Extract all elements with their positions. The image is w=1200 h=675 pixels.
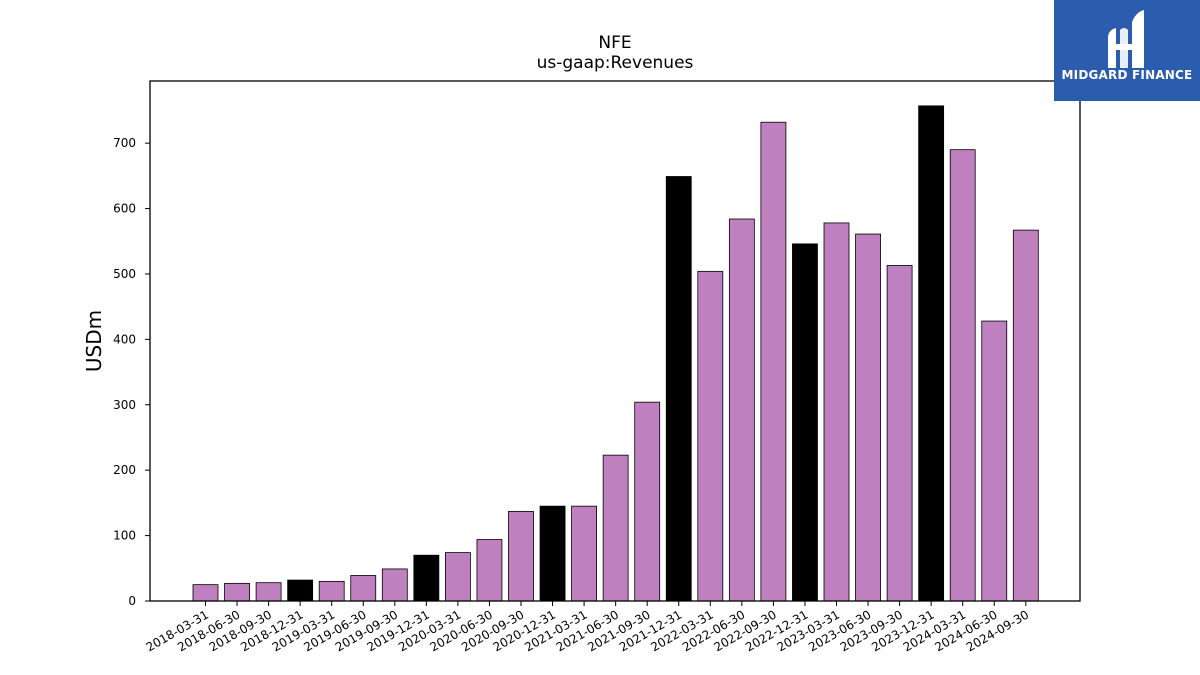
chart-title: NFE	[598, 33, 631, 53]
bar-2021-12-31	[665, 176, 692, 602]
y-tick-label: 700	[113, 136, 136, 150]
y-tick-label: 300	[113, 398, 136, 412]
bar-2019-03-31	[318, 580, 345, 602]
bar-2023-03-31	[823, 222, 850, 602]
bar-2021-06-30	[602, 454, 629, 602]
y-tick-label: 100	[113, 529, 136, 543]
bar-2018-03-31	[192, 584, 219, 602]
bar-2020-03-31	[444, 552, 471, 602]
bar-2024-06-30	[981, 320, 1008, 602]
bar-2019-06-30	[350, 575, 377, 602]
y-tick-label: 200	[113, 463, 136, 477]
bar-2023-12-31	[918, 105, 945, 602]
bar-2018-12-31	[287, 579, 314, 602]
bar-2022-06-30	[728, 218, 755, 602]
logo-text: MIDGARD FINANCE	[1061, 68, 1193, 82]
x-ticks-group: 2018-03-312018-06-302018-09-302018-12-31…	[144, 601, 1031, 654]
bars-group	[192, 105, 1039, 602]
bar-2022-03-31	[697, 270, 724, 602]
bar-2021-09-30	[634, 401, 661, 602]
bar-2018-09-30	[255, 582, 282, 602]
bar-2019-09-30	[381, 568, 408, 602]
bar-2020-12-31	[539, 505, 566, 602]
bar-2019-12-31	[413, 554, 440, 602]
bar-2020-09-30	[508, 510, 534, 602]
plot-frame	[149, 80, 1081, 602]
midgard-finance-logo: MIDGARD FINANCE	[1054, 0, 1200, 101]
y-tick-label: 400	[113, 332, 136, 346]
y-axis-label: USDm	[82, 310, 106, 372]
bar-2023-06-30	[855, 233, 881, 602]
y-ticks-group: 0 100 200 300 400 500 600 700	[113, 136, 150, 608]
y-tick-label: 500	[113, 267, 136, 281]
y-tick-label: 0	[128, 594, 136, 608]
y-tick-label: 600	[113, 202, 136, 216]
chart-subtitle: us-gaap:Revenues	[537, 53, 694, 73]
bar-2024-03-31	[949, 149, 976, 602]
bar-2022-09-30	[760, 121, 787, 602]
midgard-logo-icon	[1108, 10, 1144, 68]
bar-2021-03-31	[571, 505, 597, 602]
bar-2018-06-30	[224, 582, 250, 602]
bar-2024-09-30	[1012, 229, 1039, 602]
bar-2022-12-31	[792, 243, 818, 602]
bar-2020-06-30	[476, 539, 503, 602]
bar-2023-09-30	[886, 265, 913, 602]
